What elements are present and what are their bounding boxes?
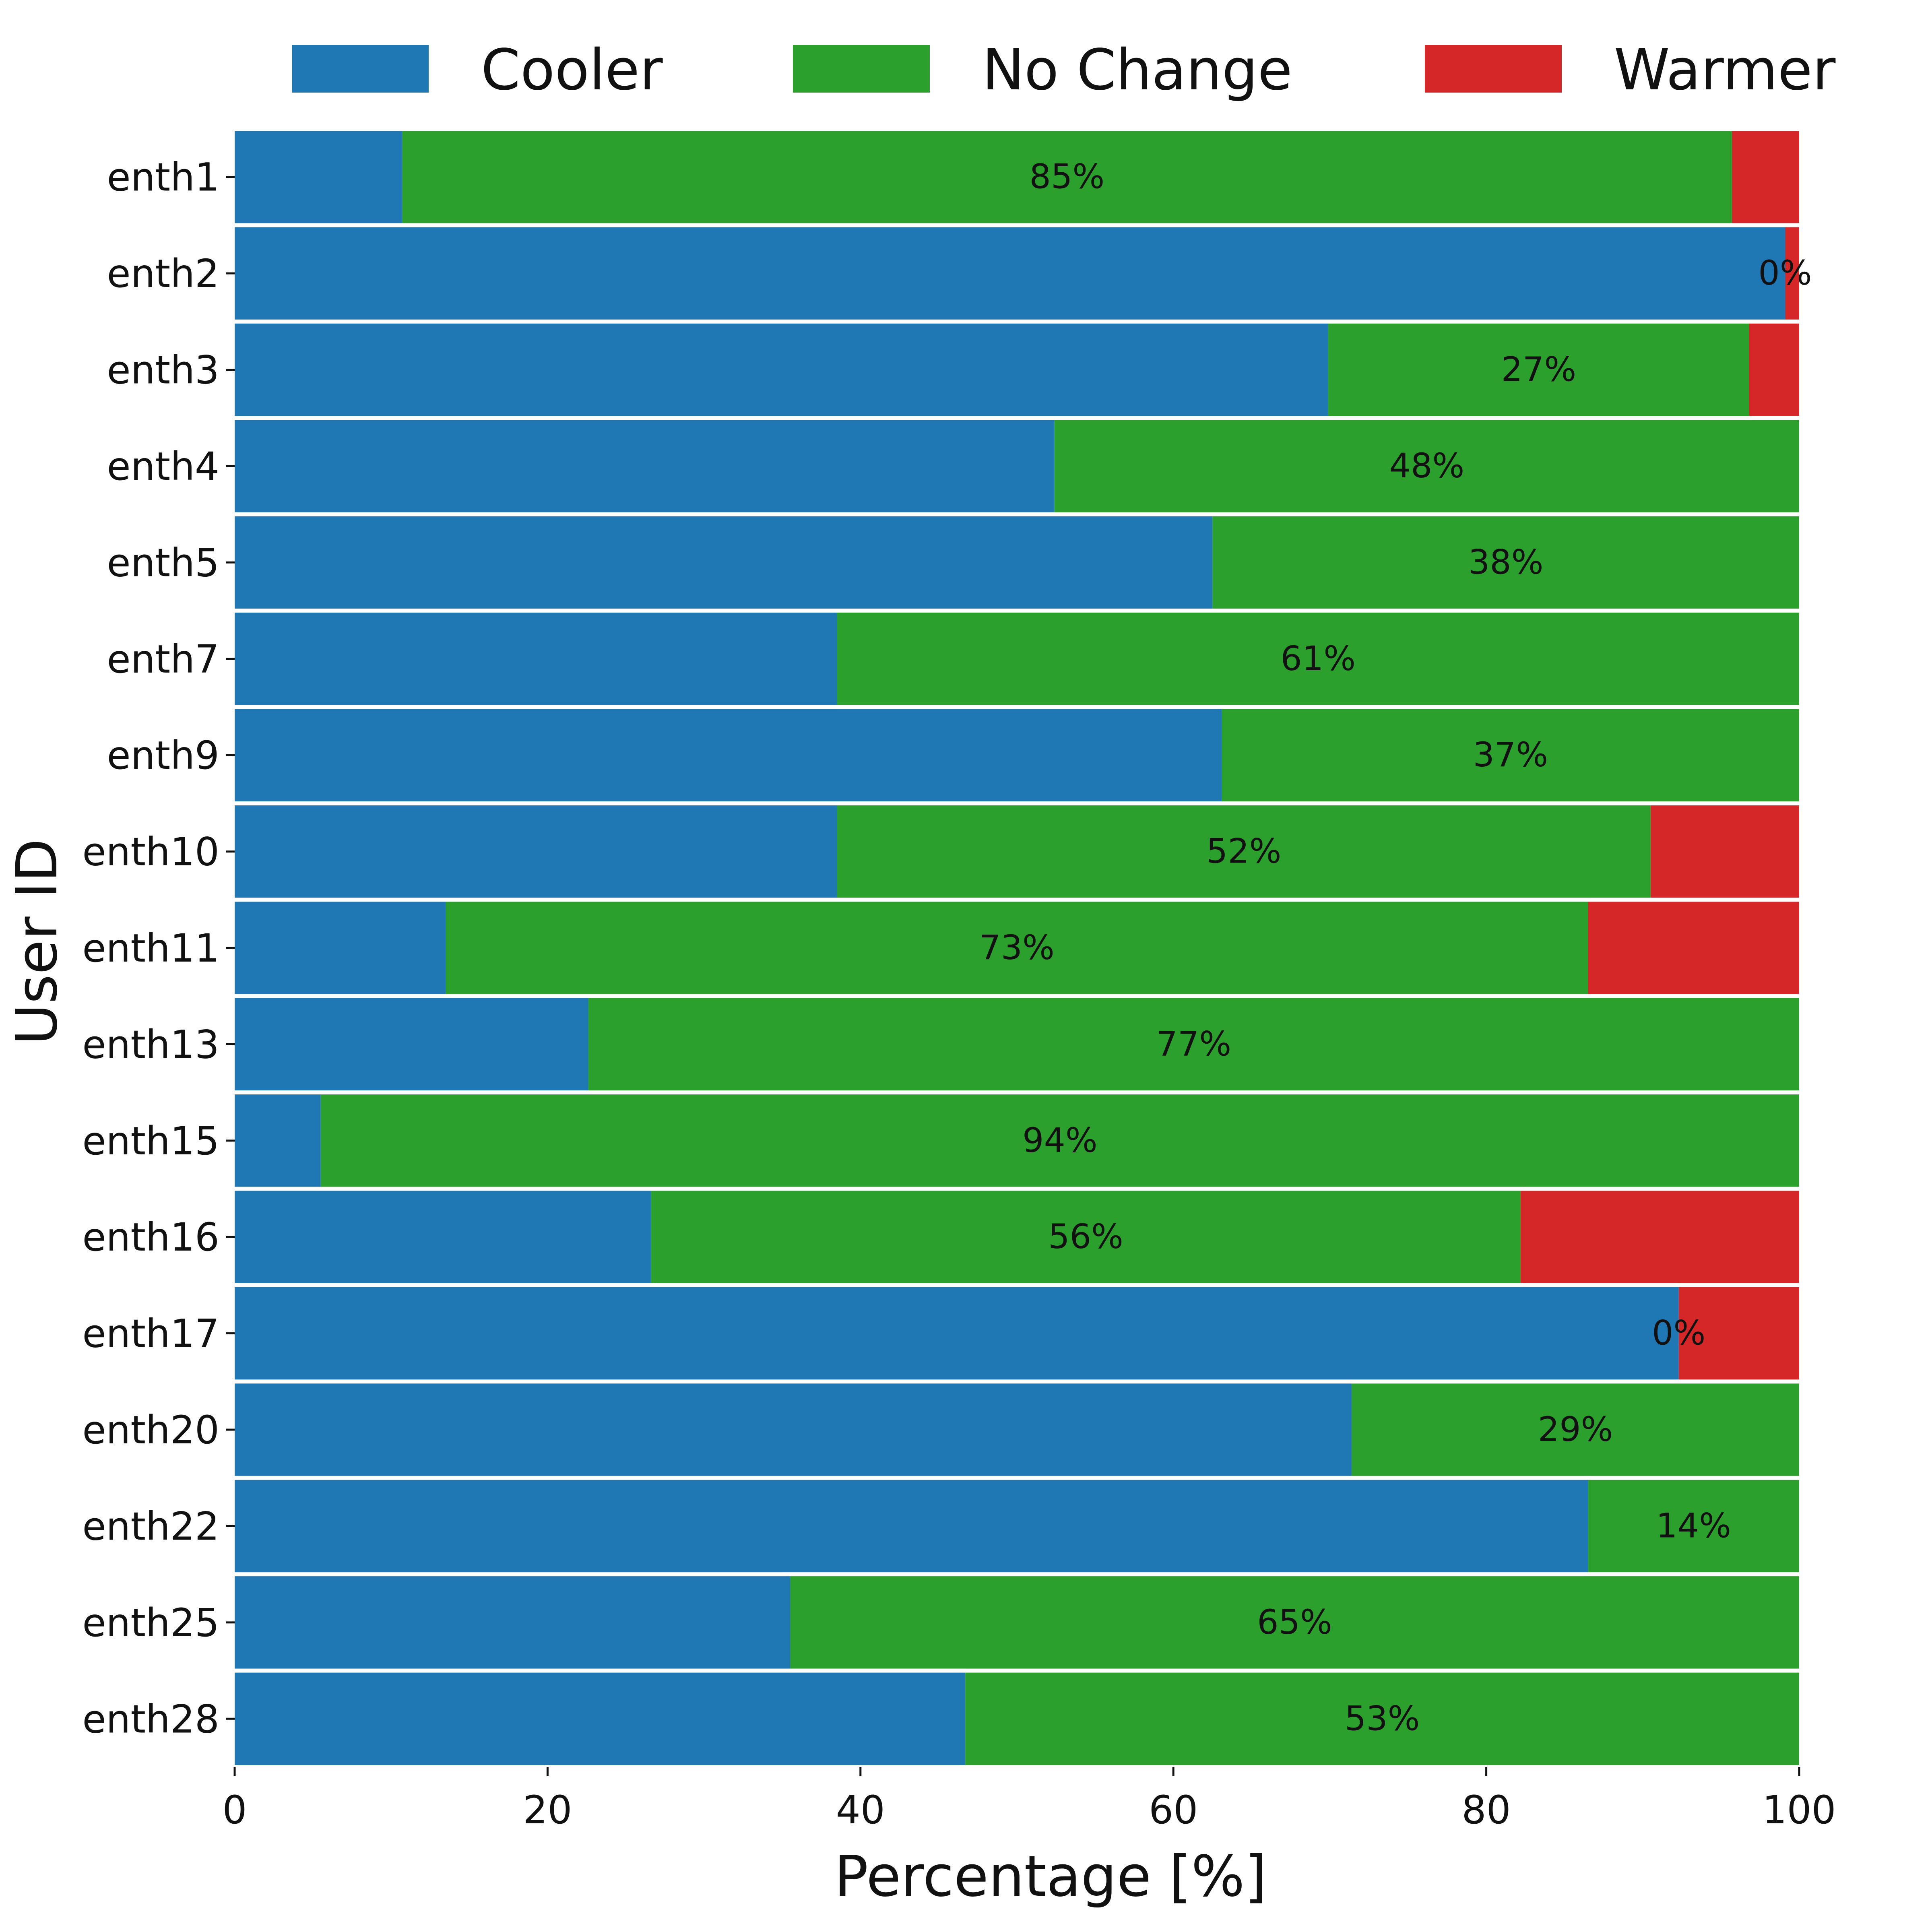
bar-segment-cooler-enth22	[235, 1480, 1588, 1573]
y-tick-label-enth2: enth2	[107, 251, 219, 296]
legend-swatch-warmer	[1425, 45, 1562, 93]
bar-value-label-enth5: 38%	[1468, 542, 1544, 582]
bar-segment-cooler-enth5	[235, 516, 1213, 609]
bar-value-label-enth10: 52%	[1206, 832, 1282, 871]
bar-segment-no-change-enth1	[402, 131, 1732, 223]
x-axis-title: Percentage [%]	[834, 1844, 1267, 1909]
bar-segment-cooler-enth1	[235, 131, 402, 223]
y-tick-label-enth16: enth16	[82, 1215, 219, 1260]
bar-segment-no-change-enth5	[1212, 516, 1799, 609]
bar-segment-warmer-enth11	[1588, 902, 1799, 994]
legend-label-no-change: No Change	[982, 37, 1292, 103]
y-axis-title: User ID	[4, 839, 70, 1045]
bar-segment-cooler-enth20	[235, 1383, 1352, 1476]
bar-segment-no-change-enth28	[965, 1672, 1799, 1765]
bar-value-label-enth2: 0%	[1758, 253, 1812, 293]
bar-segment-cooler-enth16	[235, 1191, 651, 1283]
x-tick-label-0: 0	[222, 1788, 247, 1833]
bar-segment-no-change-enth9	[1222, 709, 1799, 801]
y-tick-label-enth4: enth4	[107, 444, 219, 489]
bar-segment-cooler-enth15	[235, 1094, 321, 1187]
bar-segment-no-change-enth11	[446, 902, 1588, 994]
bar-segment-no-change-enth13	[588, 998, 1800, 1091]
bar-value-label-enth9: 37%	[1473, 735, 1548, 774]
y-axis: enth1 enth2 enth3 enth4 enth5 enth7 enth9 enth1…	[82, 155, 235, 1742]
x-tick-label-40: 40	[836, 1788, 885, 1833]
bar-segment-no-change-enth10	[837, 805, 1651, 898]
bar-value-label-enth17: 0%	[1652, 1313, 1705, 1353]
x-tick-label-80: 80	[1462, 1788, 1511, 1833]
bar-value-label-enth11: 73%	[979, 928, 1055, 967]
y-tick-label-enth5: enth5	[107, 540, 219, 585]
y-tick-label-enth28: enth28	[82, 1697, 219, 1742]
bar-segment-no-change-enth25	[790, 1576, 1799, 1669]
bar-segment-warmer-enth1	[1732, 131, 1799, 223]
bar-value-label-enth7: 61%	[1280, 639, 1356, 678]
bar-segment-warmer-enth2	[1785, 227, 1799, 320]
bar-value-label-enth16: 56%	[1048, 1217, 1123, 1256]
bar-segment-cooler-enth13	[235, 998, 588, 1091]
bar-segment-warmer-enth16	[1521, 1191, 1799, 1283]
bar-value-label-enth4: 48%	[1389, 446, 1465, 485]
bar-segment-cooler-enth17	[235, 1287, 1679, 1380]
y-tick-label-enth3: enth3	[107, 348, 219, 393]
bar-segment-cooler-enth2	[235, 227, 1785, 320]
x-tick-label-100: 100	[1762, 1788, 1836, 1833]
y-tick-label-enth7: enth7	[107, 637, 219, 682]
y-tick-label-enth17: enth17	[82, 1311, 219, 1356]
bar-segment-no-change-enth7	[837, 613, 1799, 705]
bar-segment-warmer-enth3	[1749, 323, 1799, 416]
bar-value-label-enth25: 65%	[1257, 1602, 1332, 1642]
legend-swatch-cooler	[292, 45, 429, 93]
x-tick-label-60: 60	[1149, 1788, 1198, 1833]
bar-segment-no-change-enth4	[1054, 420, 1799, 512]
legend-label-cooler: Cooler	[481, 37, 663, 103]
bar-segment-warmer-enth17	[1678, 1287, 1799, 1380]
y-tick-label-enth25: enth25	[82, 1600, 219, 1645]
legend-label-warmer: Warmer	[1614, 37, 1836, 103]
bar-value-label-enth15: 94%	[1022, 1121, 1098, 1160]
x-tick-label-20: 20	[523, 1788, 572, 1833]
bar-segment-cooler-enth11	[235, 902, 446, 994]
bar-value-label-enth3: 27%	[1501, 350, 1576, 389]
bar-segment-cooler-enth28	[235, 1672, 966, 1765]
legend: Cooler No Change Warmer	[292, 37, 1836, 103]
bar-segment-cooler-enth25	[235, 1576, 790, 1669]
y-tick-label-enth1: enth1	[107, 155, 219, 200]
y-tick-label-enth10: enth10	[82, 830, 219, 875]
bar-segment-cooler-enth9	[235, 709, 1222, 801]
bar-segment-no-change-enth22	[1588, 1480, 1799, 1573]
bar-segment-warmer-enth10	[1650, 805, 1799, 898]
y-tick-label-enth13: enth13	[82, 1022, 219, 1067]
bars-layer	[235, 131, 1800, 1765]
legend-swatch-no-change	[793, 45, 930, 93]
bar-value-label-enth28: 53%	[1345, 1699, 1420, 1738]
bar-segment-cooler-enth3	[235, 323, 1329, 416]
bar-segment-cooler-enth4	[235, 420, 1055, 512]
bar-segment-no-change-enth15	[320, 1094, 1800, 1187]
bar-value-label-enth13: 77%	[1156, 1024, 1231, 1063]
y-tick-label-enth15: enth15	[82, 1119, 219, 1164]
bar-value-label-enth20: 29%	[1538, 1410, 1613, 1449]
y-tick-label-enth20: enth20	[82, 1408, 219, 1453]
y-tick-label-enth22: enth22	[82, 1504, 219, 1549]
bar-segment-no-change-enth20	[1352, 1383, 1799, 1476]
bar-segment-no-change-enth3	[1328, 323, 1749, 416]
x-axis: 0 20 40 60 80 100	[222, 1767, 1836, 1833]
bar-segment-cooler-enth10	[235, 805, 837, 898]
bar-value-label-enth22: 14%	[1656, 1506, 1731, 1545]
bar-labels-layer: 85% 0% 27% 48% 38% 61% 37% 52% 73% 77% 94% 56% 0% 29%…	[979, 157, 1812, 1738]
bar-segment-no-change-enth16	[650, 1191, 1521, 1283]
bar-segment-cooler-enth7	[235, 613, 837, 705]
y-tick-label-enth11: enth11	[82, 926, 219, 971]
y-tick-label-enth9: enth9	[107, 733, 219, 778]
bar-value-label-enth1: 85%	[1030, 157, 1105, 196]
